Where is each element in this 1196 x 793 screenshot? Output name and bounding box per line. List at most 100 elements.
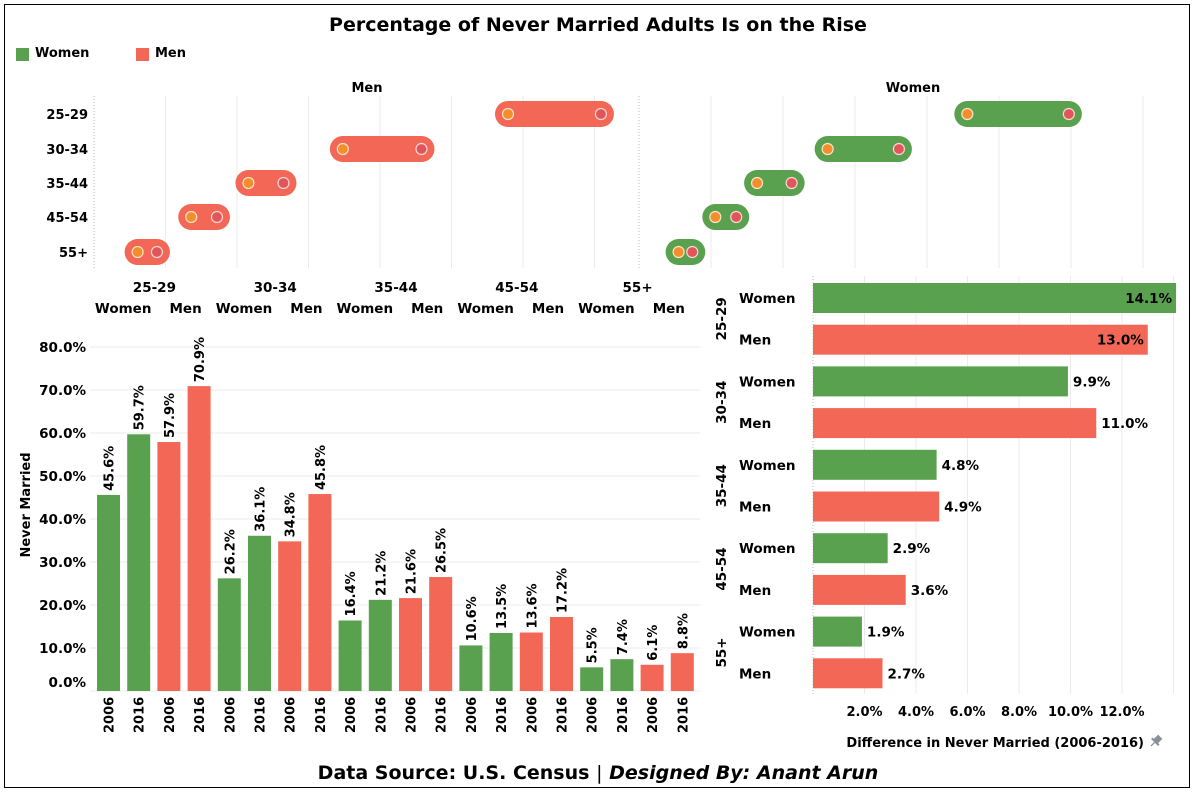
bar-men-2016 [550,617,573,691]
legend-swatch-men [136,48,149,61]
bar-y-tick-label: 50.0% [39,469,86,485]
dumbbell-panel-header-men: Men [351,81,382,96]
dumbbell-bar-women [702,204,750,230]
dumbbell-bar-men [124,239,170,265]
data-source: Data Source: U.S. Census [317,762,590,784]
hbar-value-label: 13.0% [1097,333,1144,349]
hbar-group-label: 35-44 [714,464,730,507]
bar-men-2006 [519,632,543,691]
bar-men-2006 [399,598,422,691]
dumbbell-dot-2016 [1062,107,1075,121]
pin-icon-base [1151,737,1160,746]
bar-subgroup-label-women: Women [216,301,273,317]
dumbbell-dot-2006 [242,176,255,190]
bar-x-year-label: 2006 [284,697,299,733]
hbar-x-axis-title: Difference in Never Married (2006-2016) [846,736,1144,751]
dumbbell-bar-men [329,136,435,162]
bar-women-2006 [338,620,362,691]
bar-value-label: 59.7% [133,385,148,430]
hbar-men [813,324,1148,355]
bar-subgroup-label-women: Women [578,301,635,317]
dumbbell-dot-2016 [210,210,224,224]
dashboard-title: Percentage of Never Married Adults Is on… [329,14,867,36]
hbar-value-label: 4.8% [942,458,980,474]
hbar-women [813,533,888,564]
bar-x-year-label: 2016 [495,697,510,733]
bar-x-year-label: 2006 [103,697,118,733]
bar-subgroup-label-men: Men [653,301,685,317]
dumbbell-row-label: 30-34 [46,143,88,158]
bar-value-label: 13.5% [495,584,510,629]
dumbbell-dot-2006 [131,245,144,259]
hbar-value-label: 1.9% [867,625,905,641]
hbar-value-label: 2.7% [888,666,926,682]
bar-men-2016 [429,577,453,691]
hbar-value-label: 14.1% [1125,291,1172,307]
hbar-value-label: 4.9% [944,500,982,516]
bar-subgroup-label-men: Men [290,301,322,317]
bar-men-2006 [640,664,664,691]
dumbbell-chart: 25-29 30-34 35-44 45-54 55+ Men Women [46,81,1144,268]
dumbbell-dot-2016 [785,176,798,190]
bar-group-label: 55+ [623,280,653,296]
dumbbell-dot-2006 [672,245,685,259]
bar-women-2016 [610,659,634,691]
bar-value-label: 8.8% [676,613,691,649]
bar-men-2006 [157,442,181,691]
bar-men-2016 [670,653,694,691]
bar-group-label: 30-34 [254,280,297,296]
bar-men-2016 [308,494,332,691]
bar-women-2016 [248,535,271,691]
bar-subgroup-label-men: Men [169,301,201,317]
footer: Data Source: U.S. Census | Designed By: … [0,762,1196,784]
bar-group-label: 35-44 [374,280,417,296]
dumbbell-dot-2006 [501,107,515,121]
hbar-value-label: 9.9% [1073,374,1111,390]
bar-x-year-label: 2016 [374,697,389,733]
hbar-men [813,408,1097,439]
dumbbell-bar-women [814,136,912,162]
hbar-group-label: 55+ [714,637,730,667]
dumbbell-dot-2006 [185,210,198,224]
bar-women-2006 [97,494,120,691]
dumbbell-dot-2006 [961,107,974,121]
dumbbell-row-label: 55+ [59,246,88,261]
hbar-row-sex-label: Men [739,416,771,432]
dashboard-frame [4,4,1190,788]
bar-x-year-label: 2006 [465,697,480,733]
dumbbell-dot-2016 [415,142,428,156]
bar-group-label: 45-54 [495,280,538,296]
pin-icon[interactable] [1148,733,1164,749]
hbar-group-label: 25-29 [714,297,730,340]
bar-x-year-label: 2006 [163,697,178,733]
hbar-women [813,283,1177,313]
hbar-x-tick-label: 8.0% [1001,705,1037,720]
bar-value-label: 26.5% [435,528,450,573]
dumbbell-dot-2006 [336,142,349,156]
hbar-value-label: 2.9% [893,541,931,557]
bar-x-year-label: 2016 [435,697,450,733]
bar-value-label: 6.1% [646,625,661,661]
bar-value-label: 34.8% [284,492,299,537]
hbar-row-sex-label: Women [739,625,796,641]
footer-separator: | [596,762,603,784]
bar-value-label: 45.8% [314,445,329,490]
legend-swatch-women [16,48,29,61]
hbar-value-label: 11.0% [1101,416,1148,432]
dumbbell-bar-men [178,204,230,230]
dumbbell-bar-women [954,101,1082,127]
bar-y-tick-label: 0.0% [49,675,87,691]
hbar-x-tick-label: 6.0% [949,705,985,720]
bar-women-2016 [368,599,392,691]
hbar-men [813,574,906,605]
dumbbell-row-label: 35-44 [46,177,88,192]
dumbbell-bar-women [665,239,706,265]
bar-x-year-label: 2006 [405,697,420,733]
bar-value-label: 36.1% [254,487,269,532]
hbar-row-sex-label: Men [739,666,771,682]
bar-x-year-label: 2006 [646,697,661,733]
dumbbell-bar-men [235,170,297,196]
bar-value-label: 45.6% [103,446,118,491]
bar-x-year-label: 2016 [676,697,691,733]
